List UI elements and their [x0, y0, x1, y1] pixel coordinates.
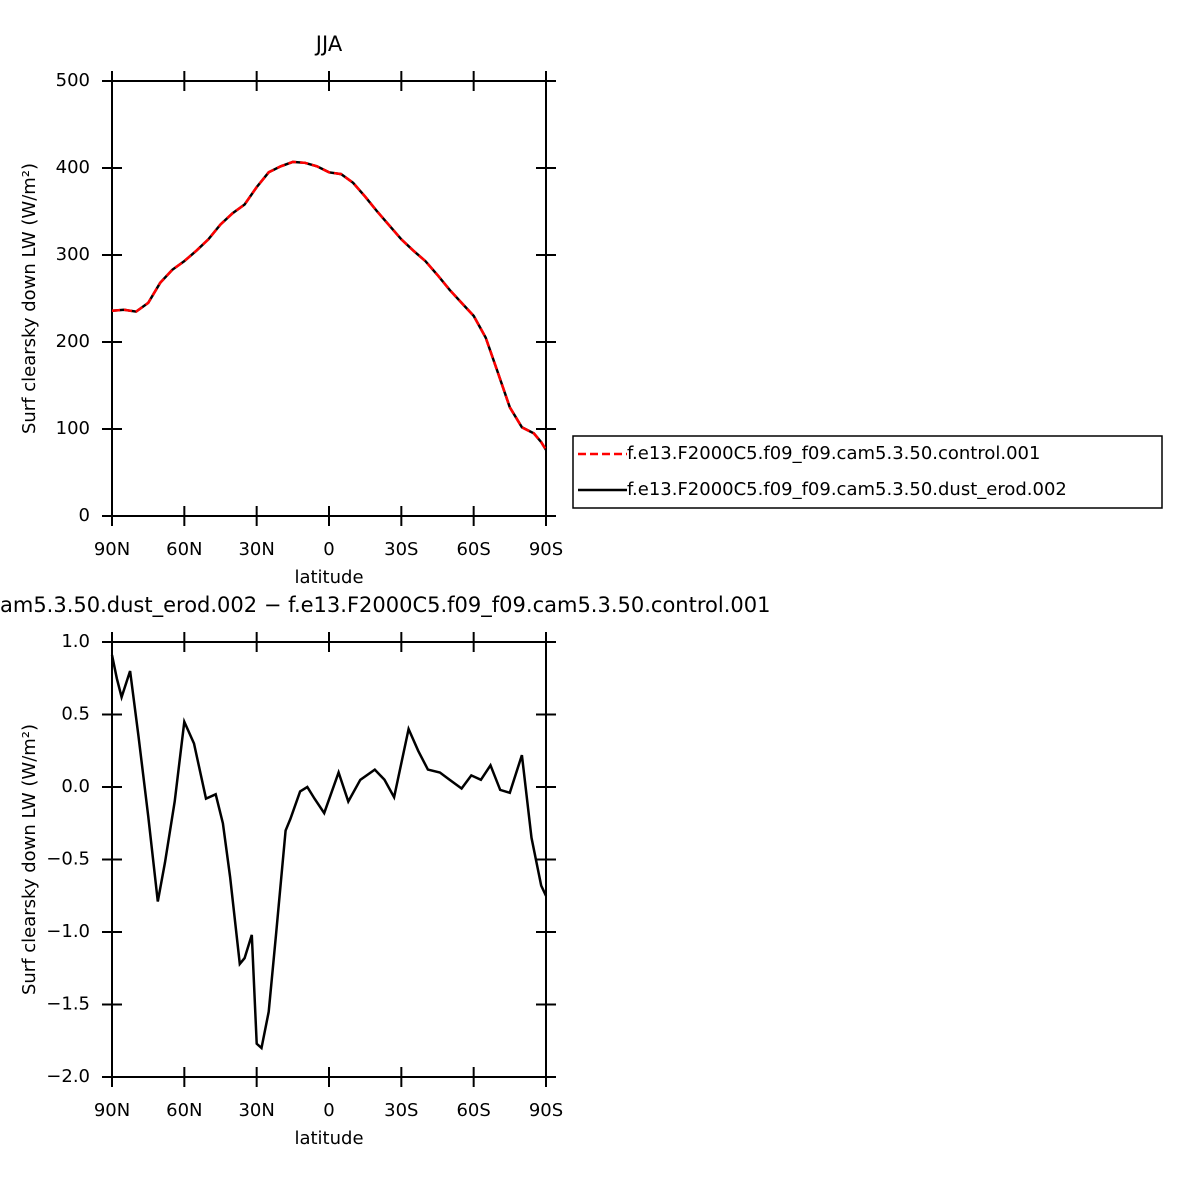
x-tick-label: 90S [529, 539, 563, 560]
data-line [111, 160, 548, 451]
x-tick-label: 90S [529, 1100, 563, 1121]
x-tick-label: 60N [166, 1100, 202, 1121]
y-tick-label: −2.0 [46, 1066, 90, 1087]
x-tick-label: 90N [94, 539, 130, 560]
legend-box [572, 435, 1163, 509]
chart-title: am5.3.50.dust_erod.002 − f.e13.F2000C5.f… [0, 593, 770, 618]
x-tick-label: 0 [323, 539, 334, 560]
y-axis-label: Surf clearsky down LW (W/m²) [19, 724, 40, 995]
x-tick-label: 60N [166, 539, 202, 560]
x-tick-label: 60S [456, 539, 490, 560]
plot-frame [111, 641, 547, 1078]
x-tick-label: 30N [238, 539, 274, 560]
y-tick-label: −1.5 [46, 994, 90, 1015]
y-tick-label: 0 [79, 505, 90, 526]
x-axis-label: latitude [294, 1128, 363, 1149]
y-tick-label: 1.0 [61, 631, 90, 652]
data-line [110, 654, 548, 1051]
y-tick-label: −1.0 [46, 921, 90, 942]
x-tick-label: 30N [238, 1100, 274, 1121]
data-line [111, 160, 548, 451]
y-tick-label: 200 [56, 331, 90, 352]
y-tick-label: 100 [56, 418, 90, 439]
legend-label: f.e13.F2000C5.f09_f09.cam5.3.50.control.… [627, 443, 1040, 464]
y-tick-label: 0.5 [61, 704, 90, 725]
x-tick-label: 0 [323, 1100, 334, 1121]
y-axis-label: Surf clearsky down LW (W/m²) [19, 163, 40, 434]
legend-label: f.e13.F2000C5.f09_f09.cam5.3.50.dust_ero… [627, 479, 1067, 500]
y-tick-label: 300 [56, 244, 90, 265]
y-tick-label: 400 [56, 157, 90, 178]
x-tick-label: 30S [384, 1100, 418, 1121]
plot-frame [111, 80, 547, 517]
y-tick-label: 0.0 [61, 776, 90, 797]
x-tick-label: 90N [94, 1100, 130, 1121]
chart-title: JJA [314, 32, 343, 56]
x-tick-label: 60S [456, 1100, 490, 1121]
x-tick-label: 30S [384, 539, 418, 560]
y-tick-label: 500 [56, 70, 90, 91]
y-tick-label: −0.5 [46, 849, 90, 870]
x-axis-label: latitude [294, 567, 363, 588]
